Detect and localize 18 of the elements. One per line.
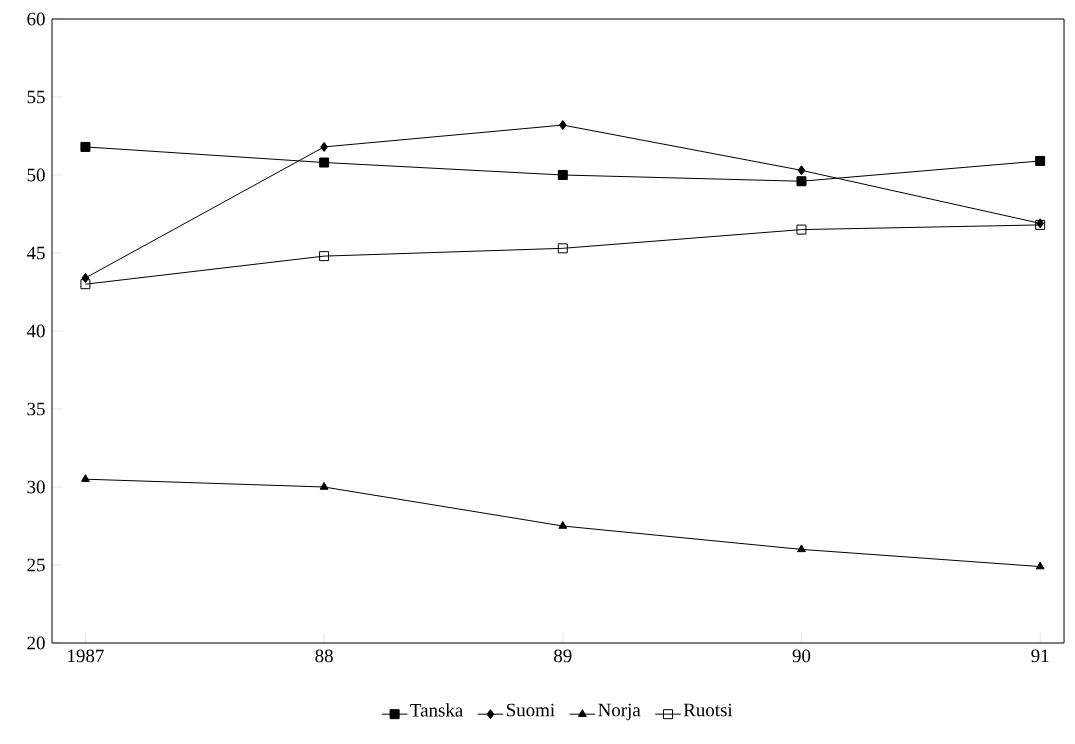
x-tick-label: 90 [792,649,811,663]
x-tick-label: 1987 [68,649,104,663]
y-tick-label: 20 [27,636,45,650]
y-tick-label: 60 [27,12,45,26]
x-tick-label: 88 [315,649,333,663]
y-tick-label: 30 [27,480,45,494]
y-tick-label: 50 [27,168,45,182]
y-tick-label: 25 [27,558,45,572]
legend-label: Norja [598,703,641,721]
y-tick-label: 40 [26,324,45,338]
legend-label: Ruotsi [683,703,733,717]
x-tick-label: 89 [554,649,572,663]
y-tick-label: 35 [27,402,45,416]
legend-label: Tanska [410,703,463,717]
legend-label: Suomi [506,703,555,717]
x-tick-label: 91 [1031,649,1049,663]
y-tick-label: 45 [26,246,45,260]
y-tick-label: 55 [27,90,45,104]
